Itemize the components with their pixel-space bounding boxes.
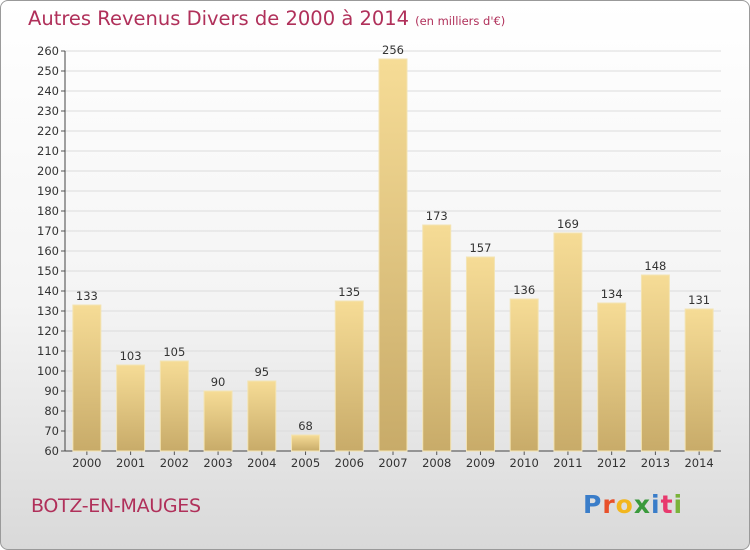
y-tick-label: 120 <box>37 324 59 338</box>
y-tick-label: 150 <box>37 264 59 278</box>
y-tick-label: 260 <box>37 44 59 58</box>
y-tick-label: 170 <box>37 224 59 238</box>
x-tick-label-2005: 2005 <box>291 456 320 470</box>
value-label-2012: 134 <box>601 287 623 301</box>
x-tick-label-2010: 2010 <box>510 456 539 470</box>
y-tick-label: 230 <box>37 104 59 118</box>
logo-letter: P <box>583 490 603 519</box>
logo-letter: x <box>633 490 651 519</box>
x-tick-label-2011: 2011 <box>553 456 582 470</box>
logo-letter: r <box>602 490 616 519</box>
value-label-2003: 90 <box>211 375 226 389</box>
y-tick-label: 200 <box>37 164 59 178</box>
x-tick-label-2007: 2007 <box>378 456 407 470</box>
bar-2002 <box>159 360 189 452</box>
x-tick-label-2000: 2000 <box>72 456 101 470</box>
x-tick-label-2001: 2001 <box>116 456 145 470</box>
y-tick-label: 110 <box>37 344 59 358</box>
logo-letter: i <box>673 490 684 519</box>
value-label-2013: 148 <box>644 259 666 273</box>
value-label-2005: 68 <box>298 419 313 433</box>
y-tick-label: 190 <box>37 184 59 198</box>
bar-2014 <box>684 308 714 452</box>
bar-2005 <box>291 434 321 452</box>
value-label-2007: 256 <box>382 43 404 57</box>
logo-letter: i <box>651 490 661 519</box>
chart-subtitle: (en milliers d'€) <box>415 14 506 28</box>
commune-name: BOTZ-EN-MAUGES <box>31 495 201 517</box>
bar-2007 <box>378 58 408 452</box>
y-tick-label: 70 <box>44 424 59 438</box>
value-label-2011: 169 <box>557 217 579 231</box>
value-label-2010: 136 <box>513 283 535 297</box>
logo-letter: t <box>660 490 674 519</box>
value-label-2008: 173 <box>426 209 448 223</box>
bar-2011 <box>553 232 583 452</box>
y-tick-label: 240 <box>37 84 59 98</box>
x-tick-label-2009: 2009 <box>466 456 495 470</box>
y-tick-label: 100 <box>37 364 59 378</box>
bar-2009 <box>465 256 495 452</box>
x-tick-label-2002: 2002 <box>160 456 189 470</box>
bar-2001 <box>116 364 146 452</box>
bar-2006 <box>334 300 364 452</box>
y-tick-label: 80 <box>44 404 59 418</box>
logo-letter: o <box>615 490 634 519</box>
y-tick-label: 160 <box>37 244 59 258</box>
y-tick-label: 220 <box>37 124 59 138</box>
x-tick-label-2008: 2008 <box>422 456 451 470</box>
bar-2004 <box>247 380 277 452</box>
bar-2008 <box>422 224 452 452</box>
value-label-2001: 103 <box>120 349 142 363</box>
value-label-2000: 133 <box>76 289 98 303</box>
x-tick-label-2006: 2006 <box>335 456 364 470</box>
bar-2003 <box>203 390 233 452</box>
x-tick-label-2012: 2012 <box>597 456 626 470</box>
y-tick-label: 130 <box>37 304 59 318</box>
y-tick-label: 250 <box>37 64 59 78</box>
y-tick-label: 140 <box>37 284 59 298</box>
value-label-2014: 131 <box>688 293 710 307</box>
bar-2000 <box>72 304 102 452</box>
x-tick-label-2003: 2003 <box>203 456 232 470</box>
value-label-2006: 135 <box>338 285 360 299</box>
proxiti-logo[interactable]: Proxiti <box>583 490 683 519</box>
bar-2012 <box>597 302 627 452</box>
value-label-2009: 157 <box>469 241 491 255</box>
value-label-2004: 95 <box>254 365 269 379</box>
x-tick-label-2014: 2014 <box>684 456 713 470</box>
y-tick-label: 210 <box>37 144 59 158</box>
value-label-2002: 105 <box>163 345 185 359</box>
y-tick-label: 60 <box>44 444 59 458</box>
x-tick-label-2013: 2013 <box>641 456 670 470</box>
y-tick-label: 90 <box>44 384 59 398</box>
title-row: Autres Revenus Divers de 2000 à 2014 (en … <box>28 7 505 30</box>
bar-2010 <box>509 298 539 452</box>
chart-title: Autres Revenus Divers de 2000 à 2014 <box>28 7 410 30</box>
y-tick-label: 180 <box>37 204 59 218</box>
bar-2013 <box>640 274 670 452</box>
x-tick-label-2004: 2004 <box>247 456 276 470</box>
